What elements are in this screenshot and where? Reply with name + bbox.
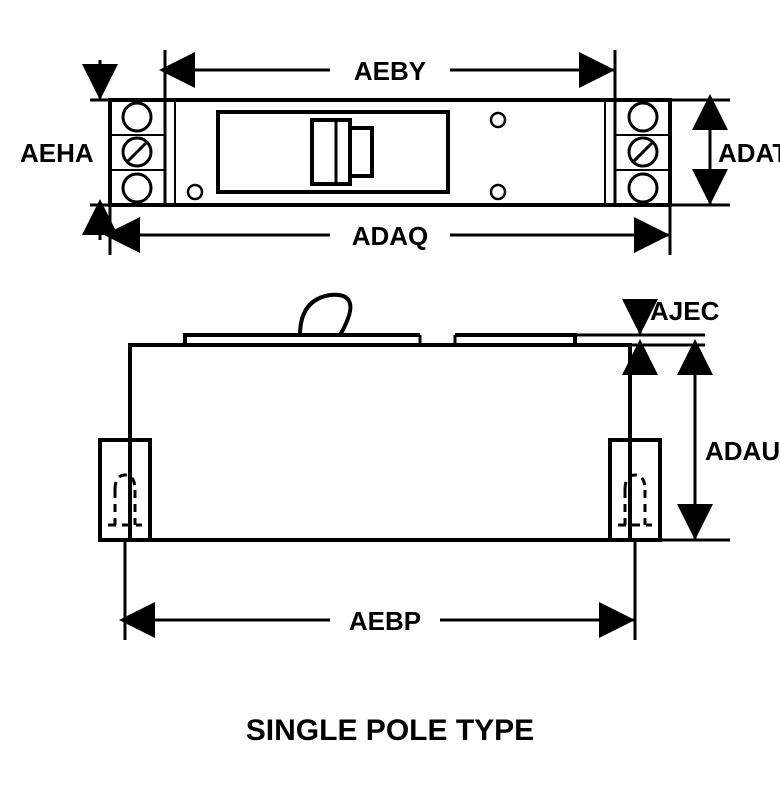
top-view-dimensions: AEBY AEHA ADAT ADAQ [20,50,780,255]
label-adat: ADAT [718,138,780,168]
label-ajec: AJEC [650,296,720,326]
side-view-dimensions: AJEC ADAU AEBP [125,296,780,640]
label-aebp: AEBP [349,606,421,636]
label-adaq: ADAQ [352,221,429,251]
side-view [100,295,660,540]
label-adau: ADAU [705,436,780,466]
top-view [110,100,670,205]
label-aeha: AEHA [20,138,94,168]
label-aeby: AEBY [354,56,426,86]
figure-title: SINGLE POLE TYPE [246,714,534,747]
diagram-svg: AEBY AEHA ADAT ADAQ [0,0,780,810]
